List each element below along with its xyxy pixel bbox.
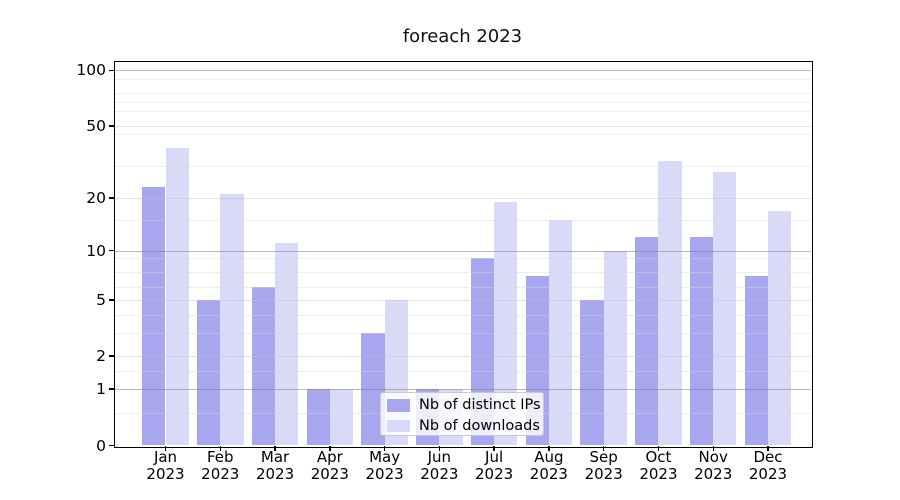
minor-gridline (114, 271, 811, 273)
minor-gridline (114, 220, 811, 222)
y-tick-label: 10 (86, 241, 106, 260)
x-tick-label: Nov 2023 (694, 447, 733, 483)
legend-row-distinct-ips: Nb of distinct IPs (381, 397, 543, 415)
x-tick-mark (712, 445, 714, 451)
bar-ips-mar (251, 287, 276, 446)
x-tick-label: Sep 2023 (584, 447, 623, 483)
y-tick-mark (109, 444, 114, 447)
legend-label-downloads: Nb of downloads (419, 417, 540, 434)
x-tick-mark (274, 445, 276, 451)
x-tick-label: Dec 2023 (748, 447, 788, 483)
x-tick-label: Jul 2023 (475, 447, 514, 483)
x-tick-mark (383, 445, 386, 451)
bar-ips-jan (142, 187, 166, 446)
y-gridline (114, 389, 811, 391)
y-tick-label: 20 (86, 188, 106, 207)
x-tick-mark (657, 445, 660, 451)
x-tick-mark (602, 445, 605, 451)
x-tick-mark (767, 445, 769, 451)
y-tick-label: 100 (76, 61, 106, 80)
bar-ips-oct (635, 236, 659, 446)
bar-ips-nov (689, 236, 714, 446)
chart-title: foreach 2023 (402, 26, 523, 47)
x-tick-label: Oct 2023 (639, 447, 678, 483)
y-tick-mark (109, 249, 114, 252)
legend-row-downloads: Nb of downloads (381, 417, 543, 435)
y-tick-mark (109, 197, 114, 199)
bar-dl-oct (658, 161, 682, 446)
y-tick-mark (109, 299, 114, 301)
minor-gridline (114, 287, 811, 289)
x-tick-label: Mar 2023 (255, 447, 295, 483)
y-tick-mark (109, 125, 114, 127)
legend-label-distinct-ips: Nb of distinct IPs (419, 397, 541, 413)
minor-gridline (114, 258, 811, 260)
x-tick-label: Apr 2023 (310, 447, 349, 483)
minor-gridline (114, 93, 811, 95)
bar-dl-jul (494, 201, 518, 446)
x-tick-label: Aug 2023 (529, 447, 568, 483)
x-tick-label: Jun 2023 (420, 447, 459, 483)
y-tick-label: 2 (96, 347, 106, 366)
bar-dl-jan (165, 147, 189, 446)
x-tick-mark (548, 445, 550, 451)
x-tick-label: Feb 2023 (201, 447, 240, 483)
y-tick-label: 5 (96, 290, 106, 309)
y-gridline (114, 197, 811, 199)
bar-dl-feb (220, 194, 244, 446)
minor-gridline (114, 332, 811, 334)
legend-swatch-distinct-ips (387, 399, 410, 412)
minor-gridline (114, 371, 811, 372)
minor-gridline (114, 134, 811, 136)
y-gridline (114, 70, 811, 72)
bar-ips-apr (306, 389, 330, 446)
legend: Nb of distinct IPs Nb of downloads (380, 391, 544, 436)
x-tick-mark (438, 445, 441, 451)
bar-dl-dec (767, 210, 792, 446)
bar-ips-dec (744, 276, 768, 446)
y-tick-label: 0 (96, 436, 106, 455)
y-tick-mark (109, 69, 114, 71)
x-tick-label: Jan 2023 (146, 447, 185, 483)
minor-gridline (114, 314, 811, 316)
bar-dl-apr (329, 389, 354, 446)
bar-dl-nov (713, 171, 737, 446)
y-tick-label: 1 (96, 380, 106, 399)
x-tick-mark (164, 445, 167, 451)
x-tick-mark (329, 445, 331, 451)
y-tick-label: 50 (86, 116, 106, 135)
y-tick-mark (109, 388, 114, 390)
bar-dl-aug (548, 220, 573, 446)
legend-swatch-downloads (387, 419, 410, 433)
minor-gridline (114, 111, 811, 113)
bar-ips-sep (580, 299, 604, 446)
x-tick-mark (219, 445, 221, 451)
x-tick-mark (493, 445, 495, 451)
bar-dl-sep (603, 250, 627, 446)
minor-gridline (114, 101, 811, 103)
bar-dl-mar (275, 243, 299, 446)
minor-gridline (114, 78, 811, 80)
y-gridline (114, 356, 811, 358)
minor-gridline (114, 166, 811, 168)
y-gridline (114, 250, 811, 252)
bar-ips-feb (196, 299, 221, 446)
y-gridline (114, 299, 811, 301)
y-gridline (114, 125, 811, 127)
x-tick-label: May 2023 (365, 447, 404, 483)
bar-ips-may (361, 332, 385, 446)
y-tick-mark (109, 355, 114, 357)
